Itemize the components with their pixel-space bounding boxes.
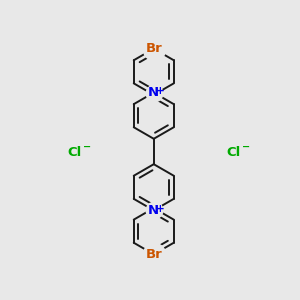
Text: Cl: Cl bbox=[67, 146, 81, 159]
Text: +: + bbox=[156, 204, 165, 214]
Text: +: + bbox=[156, 86, 165, 96]
Text: N: N bbox=[148, 86, 159, 99]
Text: Br: Br bbox=[146, 248, 162, 261]
Text: Cl: Cl bbox=[226, 146, 241, 159]
Text: N: N bbox=[148, 204, 159, 217]
Text: −: − bbox=[83, 141, 91, 152]
Text: Br: Br bbox=[146, 42, 162, 55]
Text: −: − bbox=[242, 141, 250, 152]
